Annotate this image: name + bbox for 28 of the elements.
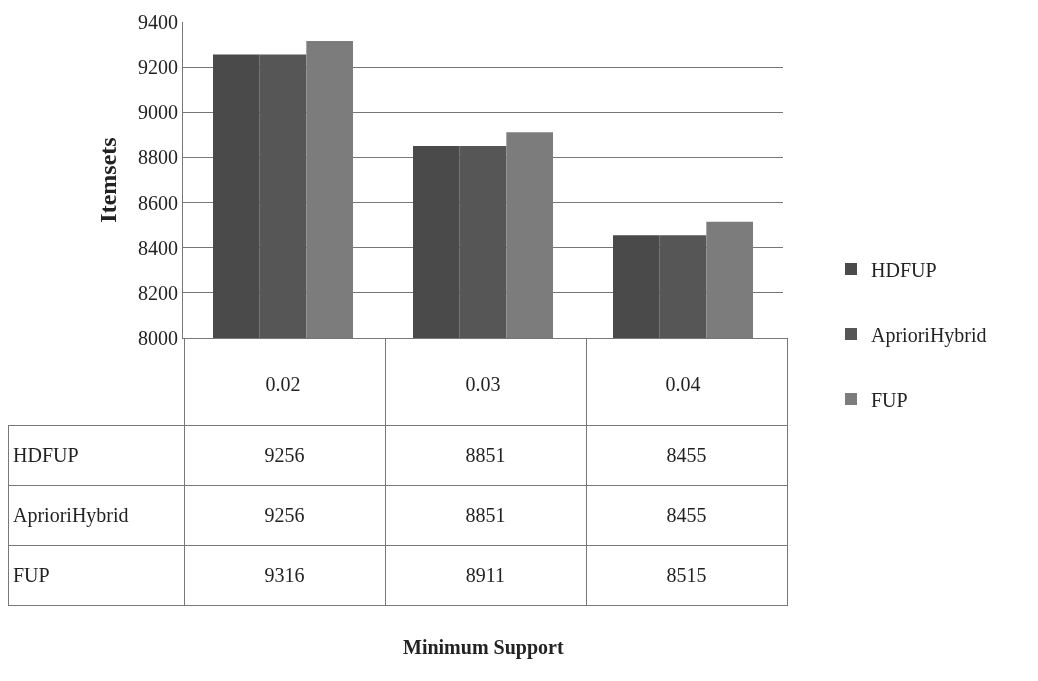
data-label: 8515 [586, 545, 787, 606]
y-tick-label: 8000 [138, 327, 178, 349]
text: FUP [13, 564, 50, 586]
data-label: 9316 [184, 545, 385, 606]
y-tick-label: 8600 [138, 191, 178, 214]
data-label: 8455 [586, 485, 787, 546]
text: Minimum Support [403, 636, 564, 659]
y-tick-label: 8800 [138, 146, 178, 169]
y-tick-label: 8200 [138, 281, 178, 304]
legend-label: HDFUP [871, 258, 937, 281]
x-tick-label: 0.03 [465, 373, 501, 395]
data-label: 8911 [385, 545, 586, 606]
y-tick-label: 9000 [138, 101, 178, 124]
text: HDFUP [13, 444, 79, 466]
data-label: 8455 [586, 425, 787, 486]
y-axis-title: Itemsets [95, 137, 122, 223]
x-tick-label: 0.02 [265, 373, 301, 395]
y-tick-label: 8400 [138, 236, 178, 259]
y-tick-label: 9400 [138, 11, 178, 33]
data-label: 9256 [184, 425, 385, 486]
data-label: 8851 [385, 425, 586, 486]
legend-label: FUP [871, 388, 908, 411]
text: AprioriHybrid [13, 504, 129, 526]
data-label: 9256 [184, 485, 385, 546]
x-tick-label: 0.04 [665, 373, 701, 395]
legend-label: AprioriHybrid [871, 323, 987, 347]
y-tick-label: 9200 [138, 56, 178, 79]
data-label: 8851 [385, 485, 586, 546]
